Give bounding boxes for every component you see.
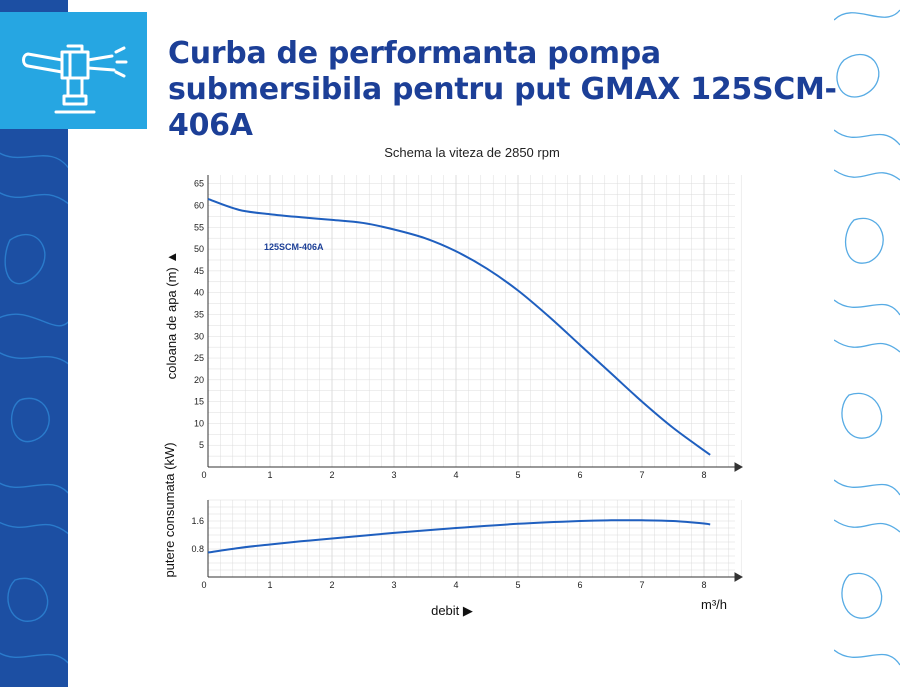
x-tick-label: 6 (577, 470, 582, 480)
x-tick-label: 5 (515, 470, 520, 480)
topographic-pattern-right (834, 9, 900, 666)
x-tick-label: 7 (639, 580, 644, 590)
page-title: Curba de performanta pompa submersibila … (168, 36, 858, 144)
x-tick-label: 2 (329, 470, 334, 480)
x-tick-label: 4 (453, 580, 458, 590)
series-label: 125SCM-406A (264, 242, 324, 252)
y-tick-label: 15 (194, 397, 204, 407)
x-tick-label: 4 (453, 470, 458, 480)
y-tick-label: 40 (194, 288, 204, 298)
x-tick-label: 3 (391, 580, 396, 590)
y-tick-label: 20 (194, 375, 204, 385)
flow-axis-label: debit ▶ (431, 603, 473, 618)
x-tick-label: 6 (577, 580, 582, 590)
y-tick-label: 25 (194, 353, 204, 363)
pump-icon-box (0, 12, 147, 129)
power-curve (207, 519, 711, 554)
x-tick-label: 5 (515, 580, 520, 590)
x-tick-label: 1 (267, 470, 272, 480)
head-curve-125SCM-406A (207, 198, 711, 456)
y-tick-label: 60 (194, 201, 204, 211)
head-chart-axes (207, 175, 744, 472)
chart-title: Schema la viteza de 2850 rpm (384, 145, 560, 160)
water-pump-sprinkler-icon (22, 44, 128, 114)
head-y-axis-label: coloana de apa (m) ▲ (164, 251, 179, 380)
title-line-2: submersibila pentru put GMAX 125SCM-406A (168, 72, 837, 143)
head-chart-grid (208, 175, 742, 467)
x-tick-label: 2 (329, 580, 334, 590)
power-chart-grid (208, 499, 742, 577)
y-tick-label: 50 (194, 244, 204, 254)
y-tick-label: 10 (194, 418, 204, 428)
x-tick-label: 0 (201, 470, 206, 480)
x-tick-label: 8 (701, 580, 706, 590)
y-tick-label: 65 (194, 179, 204, 189)
y-tick-label: 55 (194, 222, 204, 232)
x-tick-label: 7 (639, 470, 644, 480)
y-tick-label: 35 (194, 309, 204, 319)
power-y-tick-labels: 0.8 1.6 (191, 516, 204, 554)
power-y-axis-label: putere consumata (kW) (162, 442, 177, 577)
y-tick-label: 30 (194, 331, 204, 341)
power-x-tick-labels: 0 1 2 3 4 5 6 7 8 (201, 580, 706, 590)
x-tick-label: 3 (391, 470, 396, 480)
x-tick-label: 8 (701, 470, 706, 480)
right-decorative-band (834, 0, 900, 687)
y-tick-label: 0.8 (191, 544, 204, 554)
y-tick-label: 45 (194, 266, 204, 276)
head-y-tick-labels: 5 10 15 20 25 30 35 40 45 50 55 60 65 (194, 179, 204, 450)
y-tick-label: 5 (199, 440, 204, 450)
title-line-1: Curba de performanta pompa (168, 36, 661, 71)
y-tick-label: 1.6 (191, 516, 204, 526)
x-tick-label: 0 (201, 580, 206, 590)
x-tick-label: 1 (267, 580, 272, 590)
power-chart-axes (207, 500, 744, 582)
head-x-tick-labels: 0 1 2 3 4 5 6 7 8 (201, 470, 706, 480)
flow-unit-label: m³/h (701, 597, 727, 612)
